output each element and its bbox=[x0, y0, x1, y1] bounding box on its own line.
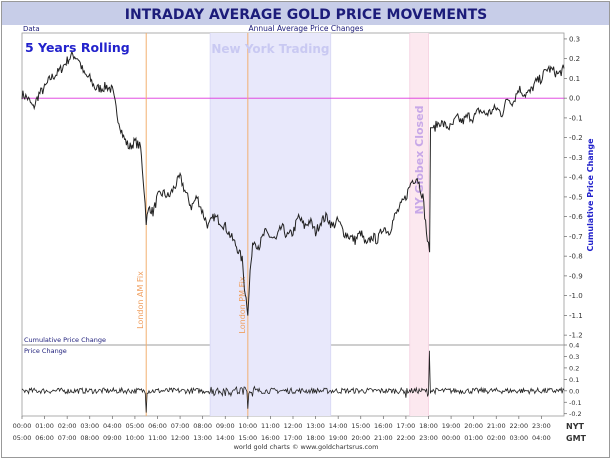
top-y-tick-label: -0.7 bbox=[569, 233, 583, 241]
nyt-tick-label: 22:00 bbox=[509, 422, 528, 430]
nyt-tick-label: 01:00 bbox=[35, 422, 54, 430]
london-am-fix-label: London AM Fix bbox=[136, 271, 145, 329]
nyt-tick-label: 21:00 bbox=[487, 422, 506, 430]
london-pm-fix-label: London PM Fix bbox=[238, 276, 247, 333]
nyt-tick-label: 07:00 bbox=[171, 422, 190, 430]
gmt-tick-label: 04:00 bbox=[532, 434, 551, 442]
nyt-tick-label: 23:00 bbox=[532, 422, 551, 430]
gmt-tick-label: 22:00 bbox=[397, 434, 416, 442]
bottom-y-tick-label: 0.3 bbox=[569, 353, 579, 361]
gmt-tick-label: 02:00 bbox=[487, 434, 506, 442]
y-axis-title: Cumulative Price Change bbox=[586, 138, 595, 252]
top-y-tick-label: 0.2 bbox=[569, 55, 580, 63]
nyt-tick-label: 09:00 bbox=[216, 422, 235, 430]
price-change-panel-title: Price Change bbox=[24, 347, 67, 355]
nyt-tick-label: 02:00 bbox=[58, 422, 77, 430]
bottom-y-tick-label: 0.2 bbox=[569, 364, 579, 372]
gmt-tick-label: 14:00 bbox=[216, 434, 235, 442]
chart-title: INTRADAY AVERAGE GOLD PRICE MOVEMENTS bbox=[125, 7, 488, 23]
nyt-tick-label: 10:00 bbox=[238, 422, 257, 430]
top-y-tick-label: -1.0 bbox=[569, 292, 583, 300]
ny-trading-label: New York Trading bbox=[211, 42, 329, 56]
gmt-tick-label: 21:00 bbox=[374, 434, 393, 442]
gmt-tick-label: 13:00 bbox=[193, 434, 212, 442]
gmt-label: GMT bbox=[566, 434, 587, 443]
gmt-tick-label: 10:00 bbox=[126, 434, 145, 442]
gmt-tick-label: 03:00 bbox=[509, 434, 528, 442]
top-y-tick-label: -1.2 bbox=[569, 332, 583, 340]
nyt-tick-label: 15:00 bbox=[351, 422, 370, 430]
top-y-tick-label: 0.3 bbox=[569, 35, 580, 43]
nyt-tick-label: 11:00 bbox=[261, 422, 280, 430]
session-band-0 bbox=[210, 33, 331, 416]
top-y-tick-label: -0.4 bbox=[569, 174, 583, 182]
gmt-tick-label: 01:00 bbox=[464, 434, 483, 442]
nyt-tick-label: 00:00 bbox=[13, 422, 32, 430]
cumulative-price-change-line bbox=[21, 49, 565, 316]
bottom-y-axis: 0.4 0.3 0.2 0.1 0.0 -0.1 -0.2 bbox=[564, 342, 582, 418]
footer-credit: world gold charts © www.goldchartsrus.co… bbox=[234, 443, 379, 451]
x-axis: 00:0005:0001:0006:0002:0007:0003:0008:00… bbox=[13, 416, 551, 442]
gmt-tick-label: 19:00 bbox=[329, 434, 348, 442]
nyt-tick-label: 14:00 bbox=[329, 422, 348, 430]
gmt-tick-label: 20:00 bbox=[351, 434, 370, 442]
nyt-label: NYT bbox=[566, 422, 584, 431]
top-y-tick-label: -0.1 bbox=[569, 114, 583, 122]
top-y-tick-label: 0.0 bbox=[569, 95, 580, 103]
top-y-tick-label: -1.1 bbox=[569, 312, 583, 320]
nyt-tick-label: 19:00 bbox=[442, 422, 461, 430]
top-y-tick-label: -0.9 bbox=[569, 272, 583, 280]
gmt-tick-label: 08:00 bbox=[80, 434, 99, 442]
nyt-tick-label: 06:00 bbox=[148, 422, 167, 430]
top-y-tick-label: -0.6 bbox=[569, 213, 583, 221]
bottom-y-tick-label: 0.4 bbox=[569, 342, 579, 350]
gmt-tick-label: 18:00 bbox=[306, 434, 325, 442]
nyt-tick-label: 13:00 bbox=[306, 422, 325, 430]
bottom-y-tick-label: -0.1 bbox=[569, 399, 582, 407]
gmt-tick-label: 00:00 bbox=[442, 434, 461, 442]
gmt-tick-label: 16:00 bbox=[261, 434, 280, 442]
nyt-tick-label: 04:00 bbox=[103, 422, 122, 430]
top-y-tick-label: -0.8 bbox=[569, 253, 583, 261]
price-change-line bbox=[21, 350, 565, 413]
top-y-tick-label: -0.3 bbox=[569, 154, 583, 162]
bottom-y-tick-label: 0.0 bbox=[569, 387, 579, 395]
gmt-tick-label: 09:00 bbox=[103, 434, 122, 442]
gmt-tick-label: 05:00 bbox=[13, 434, 32, 442]
gmt-tick-label: 06:00 bbox=[35, 434, 54, 442]
bottom-y-tick-label: -0.2 bbox=[569, 410, 582, 418]
nyt-tick-label: 08:00 bbox=[193, 422, 212, 430]
gmt-tick-label: 07:00 bbox=[58, 434, 77, 442]
gmt-tick-label: 23:00 bbox=[419, 434, 438, 442]
session-band-1 bbox=[409, 33, 429, 416]
cumulative-price-change-label: Cumulative Price Change bbox=[24, 336, 106, 344]
top-y-axis: 0.3 0.2 0.1 0.0 -0.1 -0.2 -0.3 -0.4 -0.5 -0.6 -0.7… bbox=[564, 35, 583, 340]
gmt-tick-label: 15:00 bbox=[238, 434, 257, 442]
ny-globex-closed-label: NY Globex Closed bbox=[413, 106, 426, 215]
gmt-tick-label: 17:00 bbox=[284, 434, 303, 442]
nyt-tick-label: 03:00 bbox=[80, 422, 99, 430]
nyt-tick-label: 17:00 bbox=[397, 422, 416, 430]
nyt-tick-label: 16:00 bbox=[374, 422, 393, 430]
data-label: Data bbox=[23, 25, 40, 33]
session-bands bbox=[209, 33, 429, 416]
gmt-tick-label: 11:00 bbox=[148, 434, 167, 442]
top-y-tick-label: 0.1 bbox=[569, 75, 580, 83]
top-y-tick-label: -0.2 bbox=[569, 134, 583, 142]
nyt-tick-label: 18:00 bbox=[419, 422, 438, 430]
gmt-tick-label: 12:00 bbox=[171, 434, 190, 442]
nyt-tick-label: 05:00 bbox=[126, 422, 145, 430]
title-bar bbox=[2, 2, 609, 25]
nyt-tick-label: 20:00 bbox=[464, 422, 483, 430]
corner-label: 5 Years Rolling bbox=[25, 40, 130, 55]
bottom-y-tick-label: 0.1 bbox=[569, 376, 579, 384]
chart-subtitle: Annual Average Price Changes bbox=[249, 24, 364, 33]
nyt-tick-label: 12:00 bbox=[284, 422, 303, 430]
top-y-tick-label: -0.5 bbox=[569, 193, 583, 201]
